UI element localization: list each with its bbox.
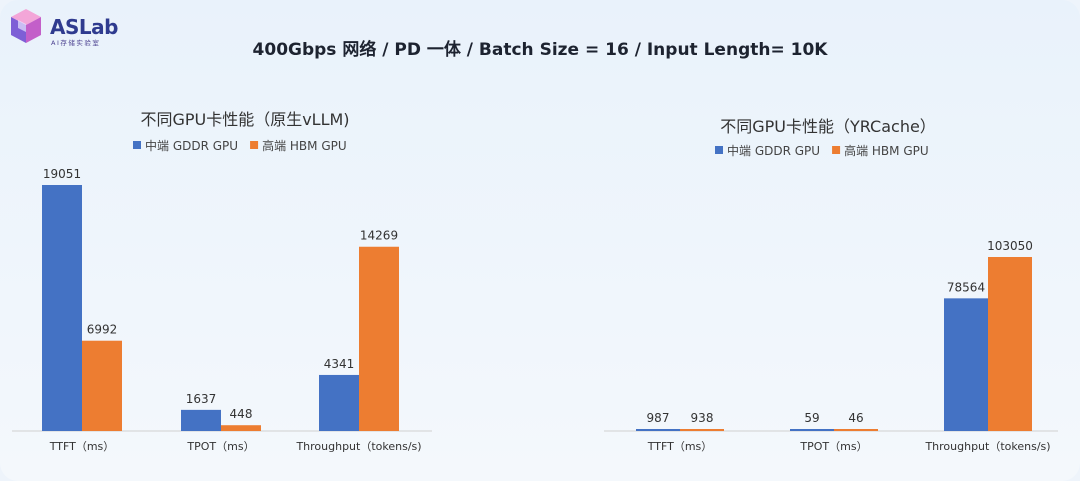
logo-name: ASLab [50,15,118,39]
category-label: TTFT（ms） [49,440,115,453]
category-label: Throughput（tokens/s) [924,440,1050,453]
right-chart: 不同GPU卡性能（YRCache） 中端 GDDR GPU 高端 HBM GPU 98… [604,117,1058,453]
data-label: 14269 [360,229,398,243]
legend-label: 中端 GDDR GPU [145,138,238,153]
main-title: 400Gbps 网络 / PD 一体 / Batch Size = 16 / I… [252,40,828,60]
legend-swatch [133,141,141,149]
bar [359,246,399,431]
legend-swatch [250,141,259,149]
legend-swatch [832,146,841,154]
data-label: 46 [848,411,863,425]
bar [944,298,988,431]
bar [42,185,82,431]
data-label: 448 [230,407,253,421]
legend-label: 中端 GDDR GPU [727,143,820,158]
bar [790,429,834,431]
aslab-logo: ASLab AI存储实验室 [6,6,118,47]
bar [221,425,261,431]
data-label: 59 [804,411,819,425]
data-label: 938 [691,411,714,425]
bar [988,257,1032,431]
category-label: TPOT（ms） [186,440,254,453]
logo-subtitle: AI存储实验室 [51,39,101,47]
bar [834,429,878,431]
data-label: 6992 [87,323,118,337]
bar [319,374,359,431]
chart-title: 不同GPU卡性能（YRCache） [720,117,936,136]
data-label: 987 [647,411,670,425]
left-chart: 不同GPU卡性能（原生vLLM) 中端 GDDR GPU 高端 HBM GPU 190… [12,110,432,453]
data-label: 4341 [324,357,355,371]
data-label: 78564 [947,280,985,294]
legend-label: 高端 HBM GPU [262,138,347,153]
data-label: 1637 [186,392,217,406]
cube-logo-icon [11,9,41,43]
legend-label: 高端 HBM GPU [844,143,929,158]
category-label: TPOT（ms） [799,440,867,453]
bar [680,429,724,431]
bar [181,409,221,431]
category-label: Throughput（tokens/s) [295,440,421,453]
bar [636,429,680,431]
data-label: 19051 [43,167,81,181]
category-label: TTFT（ms） [647,440,713,453]
bar [82,340,122,431]
data-label: 103050 [987,239,1033,253]
legend-swatch [715,146,723,154]
chart-title: 不同GPU卡性能（原生vLLM) [140,110,349,129]
